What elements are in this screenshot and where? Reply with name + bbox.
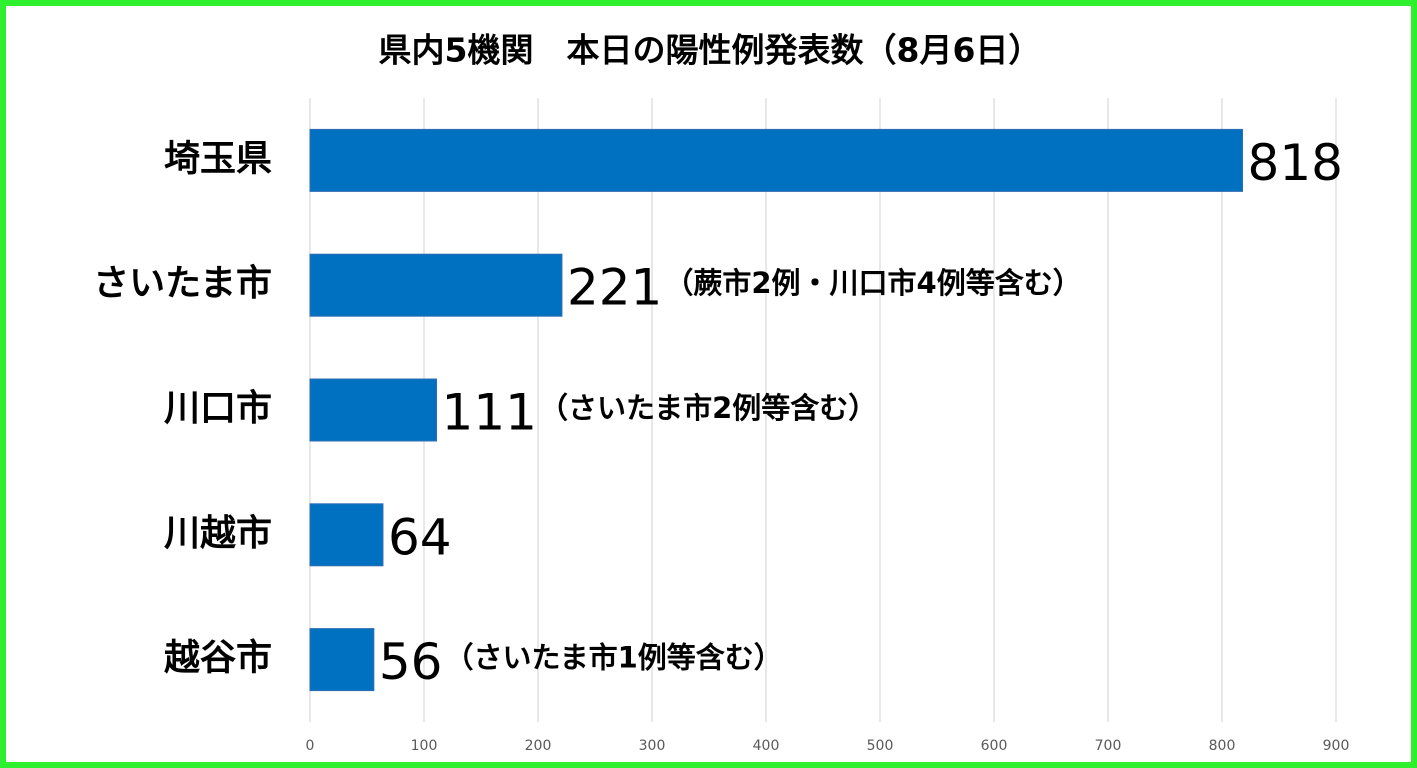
x-tick-label: 300 bbox=[639, 738, 666, 754]
bar bbox=[309, 628, 375, 692]
category-label: さいたま市 bbox=[93, 263, 272, 304]
bar bbox=[309, 128, 1244, 192]
x-tick-label: 0 bbox=[306, 738, 315, 754]
value-label: 221 bbox=[567, 259, 662, 317]
value-label: 56 bbox=[379, 633, 443, 691]
value-label: 111 bbox=[442, 384, 537, 442]
x-tick-label: 200 bbox=[525, 738, 552, 754]
x-tick-label: 900 bbox=[1323, 738, 1350, 754]
x-tick-label: 800 bbox=[1209, 738, 1236, 754]
annotation: （蕨市2例・川口市4例等含む） bbox=[664, 266, 1081, 300]
category-label: 川越市 bbox=[164, 513, 272, 554]
annotation: （さいたま市1例等含む） bbox=[444, 641, 782, 675]
category-label: 川口市 bbox=[164, 388, 272, 429]
x-tick-label: 700 bbox=[1095, 738, 1122, 754]
category-label: 埼玉県 bbox=[164, 138, 272, 179]
chart-title: 県内5機関 本日の陽性例発表数（8月6日） bbox=[379, 31, 1042, 70]
annotation: （さいたま市2例等含む） bbox=[539, 391, 877, 425]
bar bbox=[309, 503, 384, 567]
x-tick-label: 100 bbox=[411, 738, 438, 754]
category-label: 越谷市 bbox=[164, 638, 272, 679]
value-label: 818 bbox=[1248, 134, 1343, 192]
x-tick-label: 500 bbox=[867, 738, 894, 754]
x-tick-label: 400 bbox=[753, 738, 780, 754]
value-label: 64 bbox=[388, 508, 452, 566]
bar bbox=[309, 378, 438, 442]
bar bbox=[309, 253, 563, 317]
x-tick-label: 600 bbox=[981, 738, 1008, 754]
